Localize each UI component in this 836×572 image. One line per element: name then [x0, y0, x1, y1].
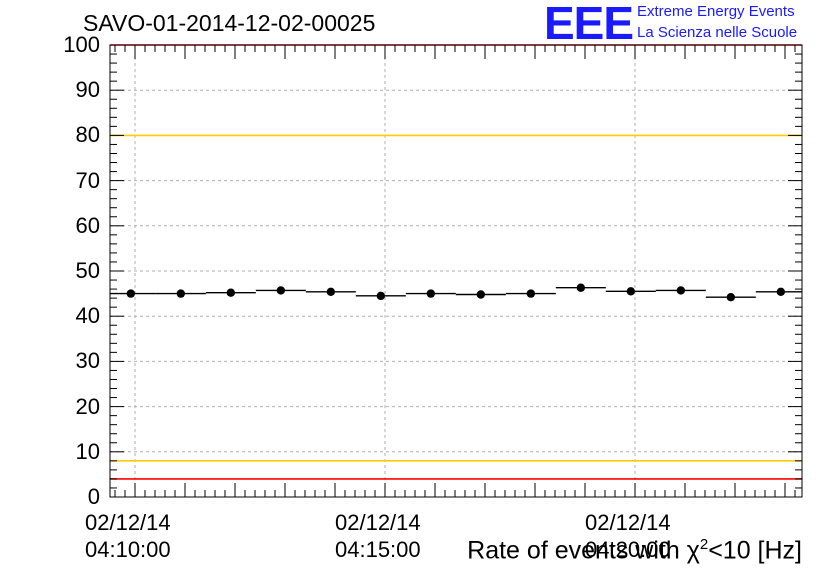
data-point [226, 288, 236, 297]
x-axis-title-sup: 2 [699, 536, 709, 553]
logo-line-2: La Scienza nelle Scuole [637, 24, 798, 41]
y-tick-label: 30 [75, 348, 100, 374]
logo-line-1: Extreme Energy Events [637, 3, 795, 20]
y-tick-label: 80 [75, 122, 100, 148]
data-point [326, 287, 336, 296]
y-tick-label: 60 [75, 212, 100, 238]
y-tick-label: 10 [75, 438, 100, 464]
x-tick-label: 02/12/14 04:10:00 [85, 509, 171, 563]
x-axis-title: Rate of events with χ2<10 [Hz] [467, 536, 802, 565]
x-tick-label: 02/12/14 04:20:00 [585, 509, 671, 563]
data-point [576, 283, 586, 292]
y-tick-label: 0 [87, 484, 100, 509]
eee-logo: EEE [544, 0, 634, 49]
x-tick-date: 02/12/14 [585, 510, 671, 535]
data-point [376, 291, 386, 301]
axis-ticks [110, 44, 802, 498]
data-point [426, 289, 436, 298]
x-tick-date: 02/12/14 [335, 510, 421, 535]
data-point [476, 290, 486, 299]
data-point [676, 286, 686, 295]
x-tick-time: 04:20:00 [585, 537, 671, 562]
data-point [526, 289, 536, 298]
reference-lines [110, 44, 802, 480]
x-tick-label: 02/12/14 04:15:00 [335, 509, 421, 563]
y-tick-label: 90 [75, 77, 100, 103]
y-tick-label: 100 [63, 32, 100, 57]
data-point [126, 289, 136, 298]
y-tick-label: 20 [75, 393, 100, 419]
data-series [110, 283, 802, 302]
data-point [776, 287, 786, 296]
x-axis-title-main: Rate of events with χ [467, 536, 700, 565]
x-tick-time: 04:15:00 [335, 537, 421, 562]
y-tick-label: 40 [75, 303, 100, 329]
data-point [726, 293, 736, 302]
y-tick-label: 50 [75, 258, 100, 283]
y-tick-label: 70 [75, 167, 100, 193]
grid-lines [110, 45, 802, 497]
data-point [176, 289, 186, 298]
chart-title: SAVO-01-2014-12-02-00025 [83, 10, 376, 36]
data-point [276, 286, 286, 295]
x-tick-date: 02/12/14 [85, 510, 171, 535]
data-point [626, 287, 636, 296]
x-axis-title-suffix: <10 [Hz] [708, 536, 802, 565]
x-tick-time: 04:10:00 [85, 537, 171, 562]
